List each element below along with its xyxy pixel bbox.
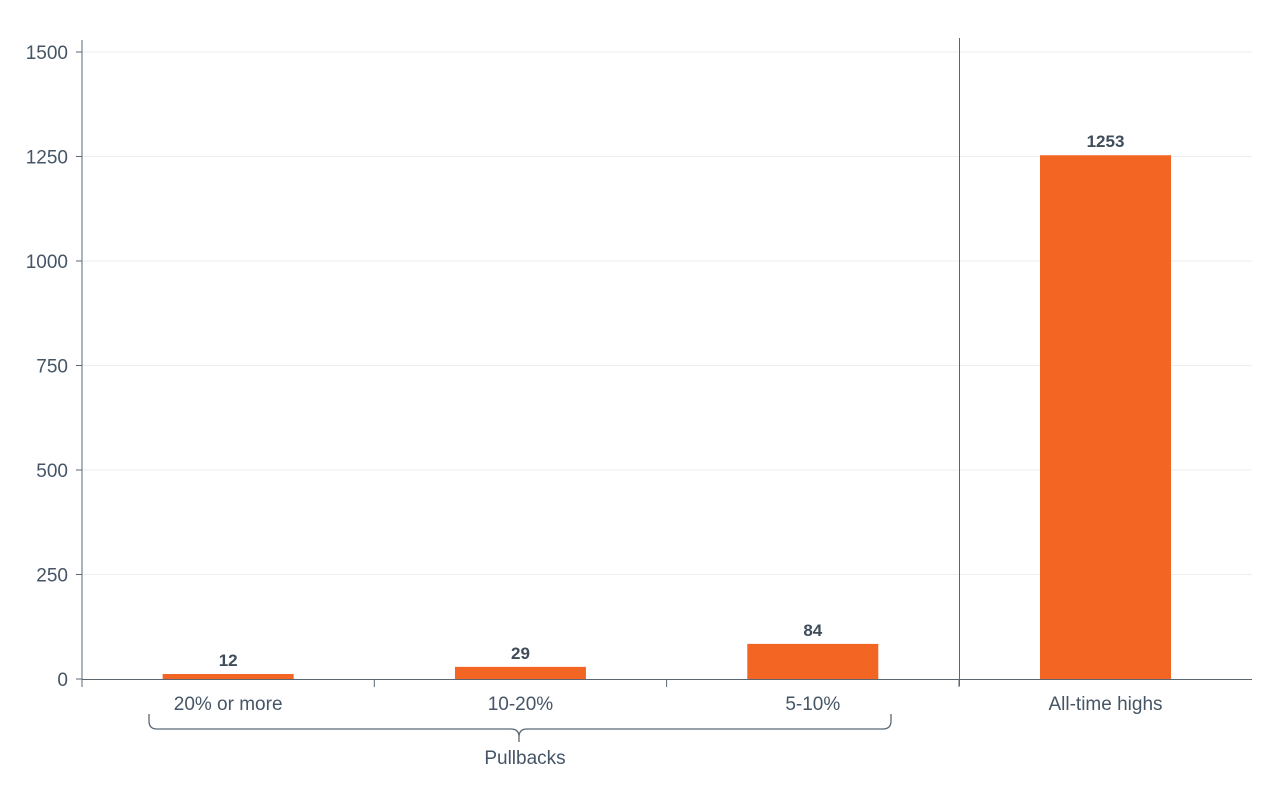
x-axis-ticks: 20% or more 10-20% 5-10% All-time highs [81,679,1163,715]
y-tick-label: 500 [36,461,68,482]
x-tick-label: All-time highs [1048,694,1162,715]
x-tick-label: 10-20% [488,694,554,715]
y-tick-label: 250 [36,566,68,587]
pullbacks-brace [148,714,892,742]
y-tick-label: 1250 [26,148,68,169]
data-label: 84 [803,621,822,640]
bars [162,155,1171,680]
bar [162,673,294,679]
data-label: 29 [511,644,530,663]
y-tick-label: 1000 [26,252,68,273]
data-label: 12 [219,651,238,670]
y-axis-ticks: 0 250 500 750 1000 1250 1500 [26,43,82,691]
y-tick-label: 750 [36,357,68,378]
pullbacks-group-label: Pullbacks [484,748,565,769]
data-labels: 12 29 84 1253 [219,132,1125,670]
bar [1040,155,1171,680]
bar [454,666,586,679]
x-tick-label: 5-10% [785,694,840,715]
data-label: 1253 [1087,132,1125,151]
x-tick-label: 20% or more [174,694,283,715]
bar [747,643,879,679]
y-tick-label: 1500 [26,43,68,64]
y-tick-label: 0 [57,670,68,691]
